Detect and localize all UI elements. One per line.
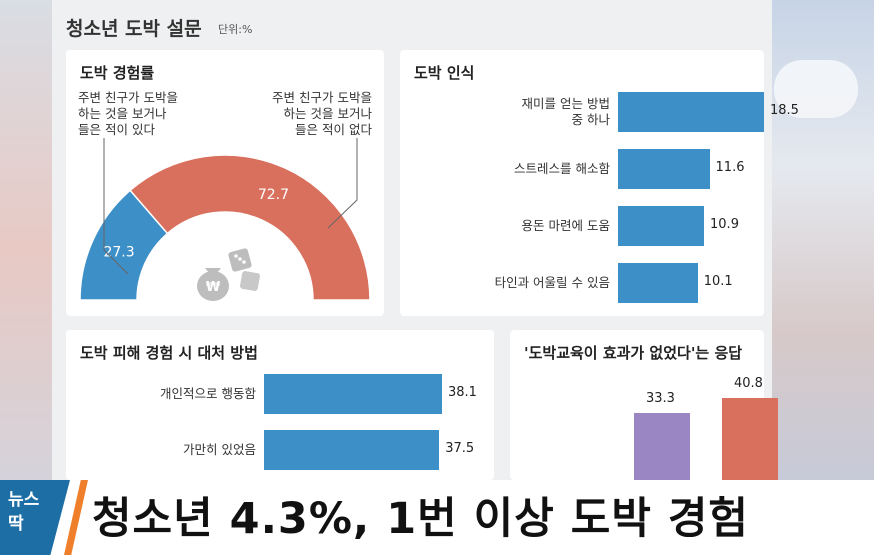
leader-line — [103, 138, 129, 275]
headline: 청소년 4.3%, 1번 이상 도박 경험 — [92, 494, 749, 544]
annotation-line: 주변 친구가 도박을 — [78, 90, 178, 105]
category-label: 가만히 있었음 — [183, 442, 256, 457]
leader-line — [327, 138, 358, 229]
bar-value-label: 38.1 — [448, 385, 477, 400]
infographic: 청소년 도박 설문 단위:% 도박 경험률 주변 친구가 도박을 하는 것을 보… — [52, 0, 799, 480]
category-label: 개인적으로 행동함 — [160, 386, 256, 401]
panel-title: '도박교육이 효과가 없었다'는 응답 — [524, 344, 743, 362]
bar — [264, 374, 442, 414]
bar — [618, 263, 698, 303]
column — [722, 398, 778, 480]
bar — [618, 206, 705, 246]
infographic-title: 청소년 도박 설문 — [66, 18, 202, 40]
bar-value-label: 10.1 — [703, 274, 733, 289]
category-label: 용돈 마련에 도움 — [521, 218, 610, 233]
bar-value-label: 11.6 — [715, 160, 745, 175]
panel-gambling-experience: 도박 경험률 주변 친구가 도박을 하는 것을 보거나 들은 적이 있다 주변 … — [66, 50, 384, 316]
annotation-line: 들은 적이 있다 — [78, 122, 155, 137]
caption-bar — [0, 480, 874, 555]
panel-title: 도박 경험률 — [80, 64, 155, 82]
bar — [618, 149, 710, 189]
column-value-label: 33.3 — [646, 391, 675, 407]
annotation-left: 주변 친구가 도박을 하는 것을 보거나 들은 적이 있다 — [78, 90, 178, 138]
donut-slice — [129, 154, 371, 301]
annotation-line: 하는 것을 보거나 — [78, 106, 167, 121]
bar — [618, 92, 764, 132]
column — [634, 413, 690, 480]
panel-coping-methods: 도박 피해 경험 시 대처 방법 개인적으로 행동함 38.1 가만히 있었음 37.… — [66, 330, 494, 480]
donut-chart: 27.3 72.7 ₩ — [79, 138, 371, 301]
dice-icon — [228, 248, 260, 291]
bar-value-label: 10.9 — [710, 217, 739, 232]
annotation-line: 하는 것을 보거나 — [283, 106, 372, 121]
annotation-line: 주변 친구가 도박을 — [272, 90, 372, 105]
panel-title: 도박 인식 — [414, 64, 475, 82]
column-value-label: 40.8 — [734, 376, 763, 391]
donut-value-label: 72.7 — [258, 187, 289, 203]
background-left — [0, 0, 52, 555]
category-label: 스트레스를 해소함 — [514, 161, 610, 176]
svg-text:₩: ₩ — [206, 280, 221, 295]
panel-title: 도박 피해 경험 시 대처 방법 — [80, 344, 258, 362]
blurred-background-shape — [774, 60, 858, 118]
bar-value-label: 37.5 — [445, 441, 475, 456]
bar-value-label: 18.5 — [770, 103, 799, 118]
unit-label: 단위:% — [218, 23, 253, 36]
logo-text-top: 뉴스 — [8, 490, 40, 510]
donut-value-label: 27.3 — [103, 245, 134, 261]
category-label: 타인과 어울릴 수 있음 — [494, 275, 610, 290]
money-bag-icon: ₩ — [197, 268, 229, 301]
annotation-right: 주변 친구가 도박을 하는 것을 보거나 들은 적이 없다 — [272, 90, 372, 138]
logo-text-bottom: 딱 — [8, 514, 24, 534]
annotation-line: 들은 적이 없다 — [295, 122, 372, 137]
bar — [264, 430, 440, 470]
category-label: 재미를 얻는 방법 중 하나 — [521, 96, 610, 127]
panel-gambling-perception: 도박 인식 재미를 얻는 방법 중 하나 18.5 스트레스를 해소함 11.6 용돈 마… — [400, 50, 799, 316]
panel-education-response: '도박교육이 효과가 없었다'는 응답 33.3 40.8 — [510, 330, 778, 480]
